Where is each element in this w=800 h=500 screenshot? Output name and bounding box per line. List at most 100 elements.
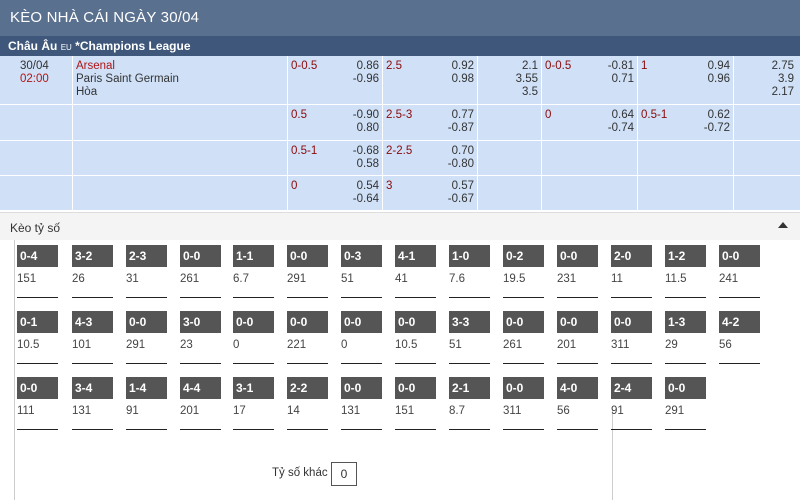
half-under-odds[interactable]: -0.72 [703,122,730,134]
over-odds[interactable]: 0.57 [451,180,474,192]
handicap-cell[interactable]: 0 0.54 -0.64 [288,176,383,210]
score-cell[interactable]: 2-4 91 [609,372,653,430]
collapse-arrow-icon[interactable] [778,222,788,228]
half-1x2-draw[interactable]: 2.17 [771,86,794,98]
score-cell[interactable]: 3-2 26 [70,240,114,298]
over-odds[interactable]: 0.70 [451,145,474,157]
handicap-cell[interactable]: 0.5 -0.90 0.80 [288,105,383,140]
score-underline [395,297,436,298]
score-cell[interactable]: 0-3 51 [339,240,383,298]
score-cell[interactable]: 0-0 111 [15,372,59,430]
score-label: 1-3 [665,311,706,333]
score-underline [17,297,58,298]
under-odds[interactable]: -0.87 [447,122,474,134]
score-cell[interactable]: 0-0 291 [124,306,168,364]
score-cell[interactable]: 4-0 56 [555,372,599,430]
handicap-home-odds[interactable]: -0.68 [352,145,379,157]
1x2-cell[interactable]: 2.1 3.55 3.5 [478,56,542,104]
score-cell[interactable]: 2-1 8.7 [447,372,491,430]
home-team[interactable]: Arsenal [76,60,115,72]
handicap-away-odds[interactable]: 0.58 [356,158,379,170]
score-cell[interactable]: 0-0 131 [339,372,383,430]
score-cell[interactable]: 0-0 261 [501,306,545,364]
score-cell[interactable]: 0-0 151 [393,372,437,430]
odds-row: 0.5 -0.90 0.80 2.5-3 0.77 -0.87 0 0.64 -… [0,105,800,141]
score-cell[interactable]: 0-0 261 [178,240,222,298]
1x2-draw[interactable]: 3.5 [522,86,538,98]
score-cell[interactable]: 1-0 7.6 [447,240,491,298]
half-handicap-cell[interactable]: 0-0.5 -0.81 0.71 [542,56,638,104]
score-cell[interactable]: 0-0 221 [285,306,329,364]
handicap-away-odds[interactable]: 0.80 [356,122,379,134]
score-cell[interactable]: 4-4 201 [178,372,222,430]
half-overunder-cell[interactable]: 1 0.94 0.96 [638,56,734,104]
half-handicap-away-odds[interactable]: -0.74 [607,122,634,134]
under-odds[interactable]: 0.98 [451,73,474,85]
half-over-odds[interactable]: 0.62 [707,109,730,121]
half-1x2-cell[interactable]: 2.75 3.9 2.17 [734,56,800,104]
score-label: 0-0 [287,245,328,267]
score-cell[interactable]: 4-2 56 [717,306,761,364]
score-underline [126,363,167,364]
other-score-value[interactable]: 0 [331,462,357,486]
score-cell[interactable]: 2-2 14 [285,372,329,430]
half-handicap-home-odds[interactable]: -0.81 [607,60,634,72]
away-team[interactable]: Paris Saint Germain [76,73,179,85]
score-cell[interactable]: 1-1 6.7 [231,240,275,298]
handicap-away-odds[interactable]: -0.96 [352,73,379,85]
overunder-cell[interactable]: 2.5-3 0.77 -0.87 [383,105,478,140]
score-cell[interactable]: 0-0 291 [663,372,707,430]
handicap-home-odds[interactable]: -0.90 [352,109,379,121]
over-odds[interactable]: 0.77 [451,109,474,121]
score-cell[interactable]: 0-0 201 [555,306,599,364]
score-cell[interactable]: 0-0 311 [609,306,653,364]
score-cell[interactable]: 3-0 23 [178,306,222,364]
score-cell[interactable]: 3-4 131 [70,372,114,430]
score-cell[interactable]: 4-1 41 [393,240,437,298]
1x2-away[interactable]: 3.55 [515,73,538,85]
score-cell[interactable]: 0-0 311 [501,372,545,430]
score-label: 3-1 [233,377,274,399]
score-cell[interactable]: 4-3 101 [70,306,114,364]
over-odds[interactable]: 0.92 [451,60,474,72]
handicap-cell[interactable]: 0.5-1 -0.68 0.58 [288,141,383,175]
score-odds: 56 [719,339,732,351]
half-under-odds[interactable]: 0.96 [707,73,730,85]
score-cell[interactable]: 0-0 0 [339,306,383,364]
score-cell[interactable]: 0-4 151 [15,240,59,298]
score-cell[interactable]: 0-0 291 [285,240,329,298]
score-underline [233,429,274,430]
score-cell[interactable]: 2-3 31 [124,240,168,298]
score-cell[interactable]: 0-0 231 [555,240,599,298]
half-over-odds[interactable]: 0.94 [707,60,730,72]
score-odds: 17 [233,405,246,417]
score-cell[interactable]: 0-0 10.5 [393,306,437,364]
half-handicap-away-odds[interactable]: 0.71 [611,73,634,85]
under-odds[interactable]: -0.80 [447,158,474,170]
1x2-home[interactable]: 2.1 [522,60,538,72]
overunder-cell[interactable]: 2-2.5 0.70 -0.80 [383,141,478,175]
handicap-cell[interactable]: 0-0.5 0.86 -0.96 [288,56,383,104]
half-handicap-home-odds[interactable]: 0.64 [611,109,634,121]
under-odds[interactable]: -0.67 [447,193,474,205]
handicap-away-odds[interactable]: -0.64 [352,193,379,205]
handicap-home-odds[interactable]: 0.54 [356,180,379,192]
score-cell[interactable]: 1-4 91 [124,372,168,430]
half-1x2-away[interactable]: 3.9 [778,73,794,85]
score-cell[interactable]: 0-0 241 [717,240,761,298]
handicap-home-odds[interactable]: 0.86 [356,60,379,72]
score-underline [557,429,598,430]
score-cell[interactable]: 0-0 0 [231,306,275,364]
score-cell[interactable]: 1-3 29 [663,306,707,364]
score-cell[interactable]: 0-2 19.5 [501,240,545,298]
half-handicap-cell[interactable]: 0 0.64 -0.74 [542,105,638,140]
overunder-cell[interactable]: 3 0.57 -0.67 [383,176,478,210]
half-overunder-cell[interactable]: 0.5-1 0.62 -0.72 [638,105,734,140]
score-cell[interactable]: 1-2 11.5 [663,240,707,298]
score-cell[interactable]: 2-0 11 [609,240,653,298]
half-1x2-home[interactable]: 2.75 [771,60,794,72]
score-cell[interactable]: 3-1 17 [231,372,275,430]
overunder-cell[interactable]: 2.5 0.92 0.98 [383,56,478,104]
score-cell[interactable]: 3-3 51 [447,306,491,364]
score-cell[interactable]: 0-1 10.5 [15,306,59,364]
